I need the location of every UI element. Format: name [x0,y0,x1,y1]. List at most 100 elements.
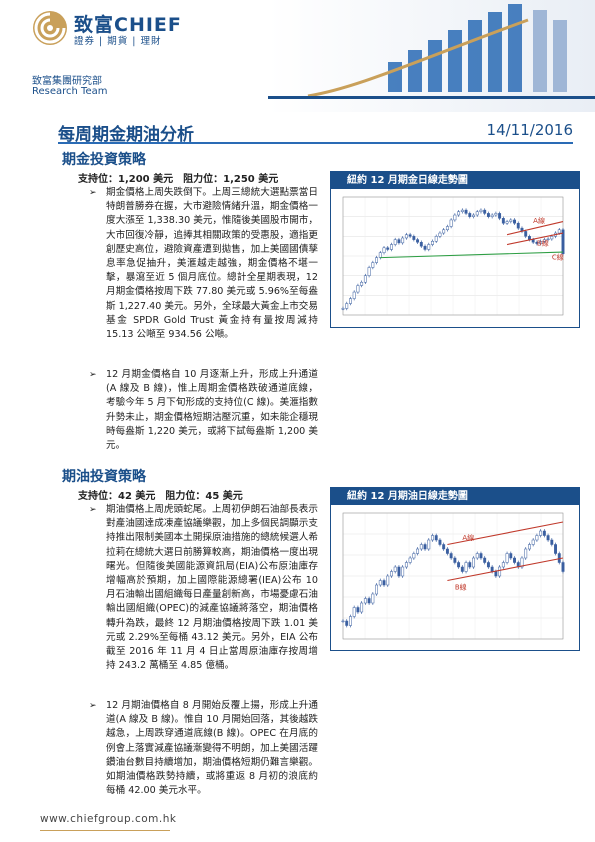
price-point [460,209,464,212]
price-point [341,620,345,623]
price-point [550,236,554,240]
price-point [513,557,516,563]
price-point [527,236,531,240]
bullet-arrow-icon: ➢ [89,370,97,380]
price-point [483,557,487,563]
price-point [457,211,461,216]
chief-logo-icon [33,11,67,45]
price-point [542,530,546,536]
price-point [408,557,412,563]
price-point [501,562,505,568]
price-point [427,244,431,250]
price-point [360,281,364,286]
price-point [375,584,379,595]
department-name-en: Research Team [32,86,108,97]
price-point [464,209,468,214]
oil-section-heading: 期油投資策略 [62,469,146,485]
price-point [457,562,461,568]
price-point [367,598,371,604]
bullet-arrow-icon: ➢ [89,188,97,198]
department-name-cn: 致富集團研究部 [32,76,102,87]
price-point [557,553,561,563]
gold-chart: 紐約 12 月期金日線走勢圖 A線 B線 C線 [330,171,580,328]
price-point [375,257,379,263]
price-point [483,209,487,214]
price-point [356,607,360,613]
price-point [494,571,498,577]
price-point [442,229,446,234]
price-point [494,213,498,216]
trend-line-label: C線 [552,252,564,261]
price-point [408,234,412,237]
price-point [475,211,479,216]
report-title: 每周期金期油分析 [58,125,194,145]
price-point [539,530,543,536]
oil-bullet-2: ➢ 12 月期油價格自 8 月開始反覆上揚，形成上升通道(A 線及 B 線)。惟… [89,700,318,797]
price-point [438,232,442,237]
price-point [386,575,390,586]
footer-divider [40,830,170,831]
plot-frame [342,512,564,640]
price-point [401,237,405,244]
price-point [524,231,528,237]
price-point [352,291,356,299]
price-point [561,229,565,254]
price-point [442,544,446,550]
price-point [535,241,539,244]
price-point [453,214,457,221]
price-point [371,593,375,604]
price-point [416,548,420,554]
price-point [464,562,468,572]
price-point [445,226,449,231]
trend-line-label: B線 [455,583,467,592]
price-point [349,616,352,626]
price-point [397,566,401,577]
trend-line [380,251,564,259]
gold-bullet-2: ➢ 12 月期金價格自 10 月逐漸上升，形成上升通道(A 線及 B 線)，惟上… [89,369,318,452]
price-point [416,239,420,243]
price-point [393,566,397,572]
report-date: 14/11/2016 [486,121,573,139]
price-point [356,285,360,293]
price-point [390,244,393,250]
oil-chart-plot: A線 B線 [341,512,565,640]
price-point [501,218,505,224]
price-point [479,209,483,212]
price-point [509,553,513,559]
price-point [423,544,427,550]
price-point [378,252,382,258]
oil-support-resistance: 支持位：42 美元 阻力位：45 美元 [78,491,243,502]
trend-line-label: A線 [462,533,474,542]
price-point [546,238,550,241]
price-point [404,234,408,239]
trend-line [447,521,564,546]
price-point [371,262,375,268]
price-point [531,539,535,545]
price-point [434,535,438,541]
price-point [378,580,382,586]
price-point [490,566,494,572]
gold-section-heading: 期金投資策略 [62,152,146,168]
trend-line [506,232,564,246]
price-point [412,236,416,240]
price-point [434,236,438,242]
price-point [404,562,408,568]
price-point [546,535,550,541]
price-point [419,241,423,247]
oil-chart-title: 紐約 12 月期油日線走勢圖 [331,488,579,505]
price-point [397,239,401,244]
price-point [345,620,349,626]
price-point [352,607,356,617]
price-point [363,598,367,604]
price-point [513,219,516,224]
footer-website-link[interactable]: www.chiefgroup.com.hk [40,813,177,825]
price-point [401,566,405,577]
price-point [412,553,416,559]
price-point [360,602,364,613]
price-point [505,221,509,224]
trend-line [447,557,564,582]
price-point [468,213,472,217]
price-point [531,239,535,243]
price-point [516,222,520,229]
price-point [419,544,423,550]
